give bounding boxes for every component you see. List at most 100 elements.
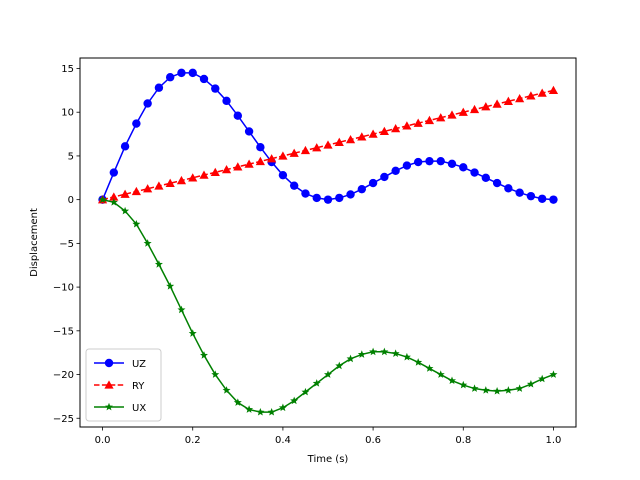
data-point [481, 173, 491, 182]
data-point [549, 370, 558, 378]
x-tick-label: 0.2 [185, 435, 201, 446]
data-point [233, 398, 242, 406]
data-point [132, 119, 141, 128]
data-point [267, 154, 277, 163]
data-point [222, 96, 231, 106]
data-point [448, 376, 456, 385]
data-point [379, 126, 389, 136]
data-point [300, 145, 311, 155]
data-point [312, 143, 322, 152]
data-point [210, 167, 220, 177]
data-point [109, 192, 119, 201]
data-point [289, 181, 299, 190]
legend-item-uz: UZ [94, 358, 146, 370]
data-point [402, 161, 412, 170]
data-point [334, 137, 344, 146]
data-point [278, 170, 288, 180]
series-layer [97, 68, 559, 416]
x-tick-label: 0.8 [455, 435, 471, 446]
data-point [301, 189, 310, 198]
x-tick-label: 0.6 [365, 435, 381, 446]
data-point [109, 198, 118, 206]
legend-box [85, 348, 162, 422]
data-point [335, 361, 344, 370]
data-point [413, 118, 423, 127]
x-tick-label: 0.4 [275, 435, 291, 446]
data-point [368, 129, 378, 138]
legend-label: UZ [132, 359, 146, 370]
data-point [391, 349, 400, 357]
data-point [537, 88, 547, 97]
data-point [436, 370, 445, 378]
legend-marker [104, 380, 114, 389]
data-point [120, 189, 130, 198]
data-point [538, 374, 547, 383]
data-point [459, 163, 468, 172]
data-point [244, 127, 254, 136]
data-point [436, 156, 445, 166]
data-point [200, 351, 208, 359]
data-point [391, 166, 400, 175]
data-point [165, 178, 175, 187]
y-tick-label: 5 [68, 151, 74, 162]
data-point [470, 168, 479, 177]
x-tick-label: 0.0 [95, 435, 111, 446]
y-tick-label: 0 [68, 195, 74, 206]
data-point [120, 142, 130, 151]
data-point [369, 347, 378, 356]
data-point [312, 379, 321, 387]
data-point [357, 184, 367, 194]
data-point [424, 115, 435, 125]
data-point [256, 142, 265, 152]
data-point [188, 173, 198, 182]
x-axis-ticks: 0.0 0.2 0.4 0.6 0.8 1.0 [95, 427, 562, 446]
data-point [458, 107, 468, 116]
data-point [177, 68, 186, 78]
data-point [380, 172, 389, 182]
data-point [402, 352, 411, 361]
data-point [233, 162, 243, 171]
data-point [368, 178, 378, 188]
data-point [413, 157, 423, 167]
series-ux [98, 195, 558, 416]
data-point [346, 190, 355, 199]
data-point [109, 168, 119, 177]
data-point [447, 110, 457, 119]
data-point [436, 113, 446, 122]
x-tick-label: 1.0 [546, 435, 562, 446]
data-point [188, 329, 197, 337]
data-point [357, 132, 367, 141]
data-point [493, 386, 502, 395]
y-tick-label: 10 [61, 108, 74, 119]
data-point [324, 370, 332, 378]
data-point [526, 379, 535, 388]
data-point [345, 134, 356, 144]
data-point [255, 156, 265, 166]
data-point [290, 396, 299, 405]
y-tick-label: 15 [61, 64, 74, 75]
data-point [402, 121, 412, 130]
data-point [459, 380, 468, 389]
data-point [447, 159, 457, 169]
data-point [504, 184, 513, 193]
data-point [199, 74, 209, 84]
data-point [143, 184, 153, 193]
data-point [481, 386, 490, 394]
data-point [121, 206, 130, 215]
y-tick-label: −20 [53, 370, 74, 381]
data-point [199, 170, 209, 179]
data-point [289, 148, 299, 157]
data-point [166, 282, 175, 290]
data-point [391, 124, 401, 133]
data-point [222, 386, 231, 394]
y-tick-label: −10 [53, 283, 74, 294]
data-point [492, 178, 502, 188]
data-point [335, 193, 344, 203]
data-point [414, 358, 423, 366]
data-point [469, 104, 480, 114]
data-point [425, 364, 434, 372]
data-point [526, 191, 536, 201]
legend-item-ry: RY [94, 380, 145, 392]
data-point [278, 151, 288, 160]
